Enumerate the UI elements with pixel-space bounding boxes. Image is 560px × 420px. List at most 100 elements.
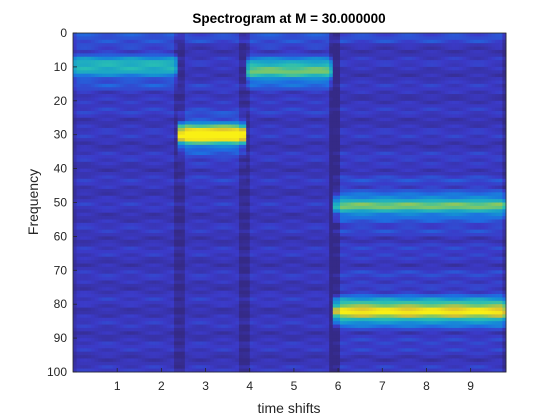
heatmap-cell [105, 67, 109, 71]
heatmap-cell [152, 362, 156, 366]
heatmap-cell [124, 253, 128, 257]
heatmap-cell [127, 355, 131, 359]
heatmap-cell [156, 186, 160, 190]
heatmap-cell [73, 341, 77, 345]
heatmap-cell [246, 264, 250, 268]
heatmap-cell [127, 131, 131, 135]
heatmap-cell [170, 94, 174, 98]
heatmap-cell [167, 145, 171, 149]
heatmap-cell [134, 80, 138, 84]
heatmap-cell [124, 101, 128, 105]
heatmap-cell [160, 260, 164, 264]
heatmap-cell [95, 230, 99, 234]
heatmap-cell [203, 128, 207, 132]
heatmap-cell [73, 155, 77, 159]
heatmap-cell [105, 321, 109, 325]
heatmap-cell [120, 196, 124, 200]
heatmap-cell [142, 226, 146, 230]
heatmap-cell [185, 53, 189, 57]
heatmap-cell [221, 321, 225, 325]
heatmap-cell [167, 230, 171, 234]
heatmap-cell [196, 53, 200, 57]
heatmap-cell [210, 264, 214, 268]
heatmap-cell [170, 355, 174, 359]
heatmap-cell [228, 352, 232, 356]
heatmap-cell [134, 297, 138, 301]
heatmap-cell [196, 341, 200, 345]
heatmap-cell [120, 240, 124, 244]
heatmap-cell [210, 97, 214, 101]
heatmap-cell [167, 223, 171, 227]
heatmap-cell [203, 135, 207, 139]
heatmap-cell [192, 203, 196, 207]
heatmap-cell [225, 77, 229, 81]
heatmap-cell [124, 104, 128, 108]
heatmap-cell [192, 70, 196, 74]
heatmap-cell [203, 152, 207, 156]
heatmap-cell [203, 250, 207, 254]
heatmap-cell [156, 277, 160, 281]
heatmap-cell [77, 365, 81, 369]
heatmap-cell [217, 162, 221, 166]
heatmap-cell [192, 57, 196, 61]
heatmap-cell [87, 70, 91, 74]
heatmap-cell [98, 311, 102, 315]
heatmap-cell [109, 67, 113, 71]
heatmap-cell [235, 77, 239, 81]
heatmap-cell [120, 335, 124, 339]
heatmap-cell [217, 199, 221, 203]
heatmap-cell [127, 189, 131, 193]
heatmap-cell [120, 74, 124, 78]
heatmap-cell [174, 114, 178, 118]
heatmap-cell [131, 203, 135, 207]
heatmap-cell [199, 74, 203, 78]
heatmap-cell [149, 291, 153, 295]
heatmap-cell [228, 111, 232, 115]
heatmap-cell [138, 141, 142, 145]
heatmap-cell [109, 297, 113, 301]
heatmap-cell [131, 141, 135, 145]
heatmap-cell [235, 70, 239, 74]
heatmap-cell [91, 321, 95, 325]
heatmap-cell [138, 128, 142, 132]
heatmap-cell [214, 304, 218, 308]
heatmap-cell [246, 97, 250, 101]
heatmap-cell [192, 36, 196, 40]
heatmap-cell [131, 179, 135, 183]
heatmap-cell [207, 97, 211, 101]
heatmap-cell [77, 128, 81, 132]
heatmap-cell [207, 352, 211, 356]
heatmap-cell [145, 291, 149, 295]
heatmap-cell [102, 277, 106, 281]
heatmap-cell [80, 226, 84, 230]
heatmap-cell [232, 47, 236, 51]
heatmap-cell [124, 192, 128, 196]
heatmap-cell [102, 104, 106, 108]
heatmap-cell [116, 74, 120, 78]
heatmap-cell [235, 331, 239, 335]
heatmap-cell [142, 104, 146, 108]
heatmap-cell [185, 264, 189, 268]
heatmap-cell [149, 67, 153, 71]
heatmap-cell [174, 158, 178, 162]
heatmap-cell [77, 111, 81, 115]
heatmap-cell [163, 118, 167, 122]
heatmap-cell [116, 186, 120, 190]
heatmap-cell [214, 196, 218, 200]
heatmap-cell [243, 348, 247, 352]
heatmap-cell [102, 40, 106, 44]
heatmap-cell [105, 84, 109, 88]
heatmap-cell [87, 213, 91, 217]
heatmap-cell [156, 135, 160, 139]
heatmap-cell [207, 338, 211, 342]
heatmap-cell [84, 341, 88, 345]
heatmap-cell [127, 280, 131, 284]
heatmap-cell [145, 128, 149, 132]
heatmap-cell [163, 192, 167, 196]
heatmap-cell [246, 162, 250, 166]
heatmap-cell [109, 114, 113, 118]
heatmap-cell [142, 328, 146, 332]
heatmap-cell [127, 53, 131, 57]
heatmap-cell [149, 362, 153, 366]
heatmap-cell [188, 155, 192, 159]
